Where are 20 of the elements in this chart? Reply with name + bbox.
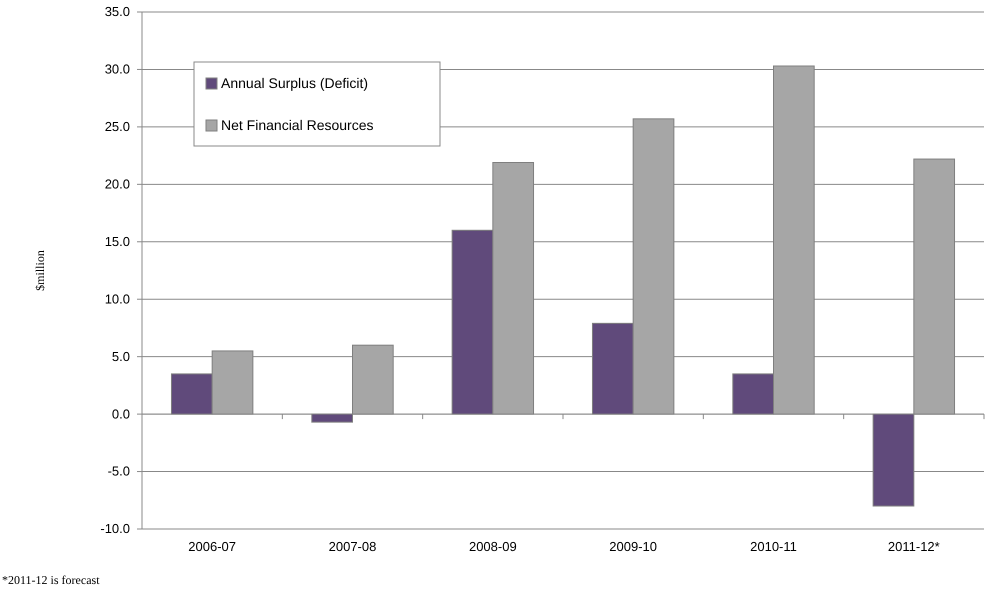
x-tick-label: 2007-08 [328, 539, 376, 554]
x-tick-label: 2009-10 [609, 539, 658, 554]
y-tick-label: 35.0 [104, 4, 130, 20]
y-axis-title: $million [33, 250, 47, 291]
legend-label: Annual Surplus (Deficit) [221, 75, 368, 91]
x-tick-label: 2010-11 [750, 539, 797, 554]
y-tick-label: 30.0 [104, 62, 130, 77]
y-tick-label: 10.0 [104, 291, 130, 306]
y-tick-label: -5.0 [108, 464, 130, 479]
x-tick-label: 2008-09 [468, 539, 517, 554]
y-tick-label: 0.0 [112, 406, 130, 422]
y-tick-label: 25.0 [104, 119, 130, 134]
x-tick-label: 2011-12* [888, 539, 940, 554]
y-tick-label: 5.0 [112, 348, 130, 364]
y-tick-label: 20.0 [104, 176, 130, 192]
legend-label: Net Financial Resources [221, 117, 374, 133]
y-tick-label: 15.0 [104, 234, 130, 249]
x-tick-label: 2006-07 [188, 539, 236, 554]
text: *2011-12 is forecast [2, 573, 100, 587]
y-tick-label: -10.0 [100, 521, 130, 536]
